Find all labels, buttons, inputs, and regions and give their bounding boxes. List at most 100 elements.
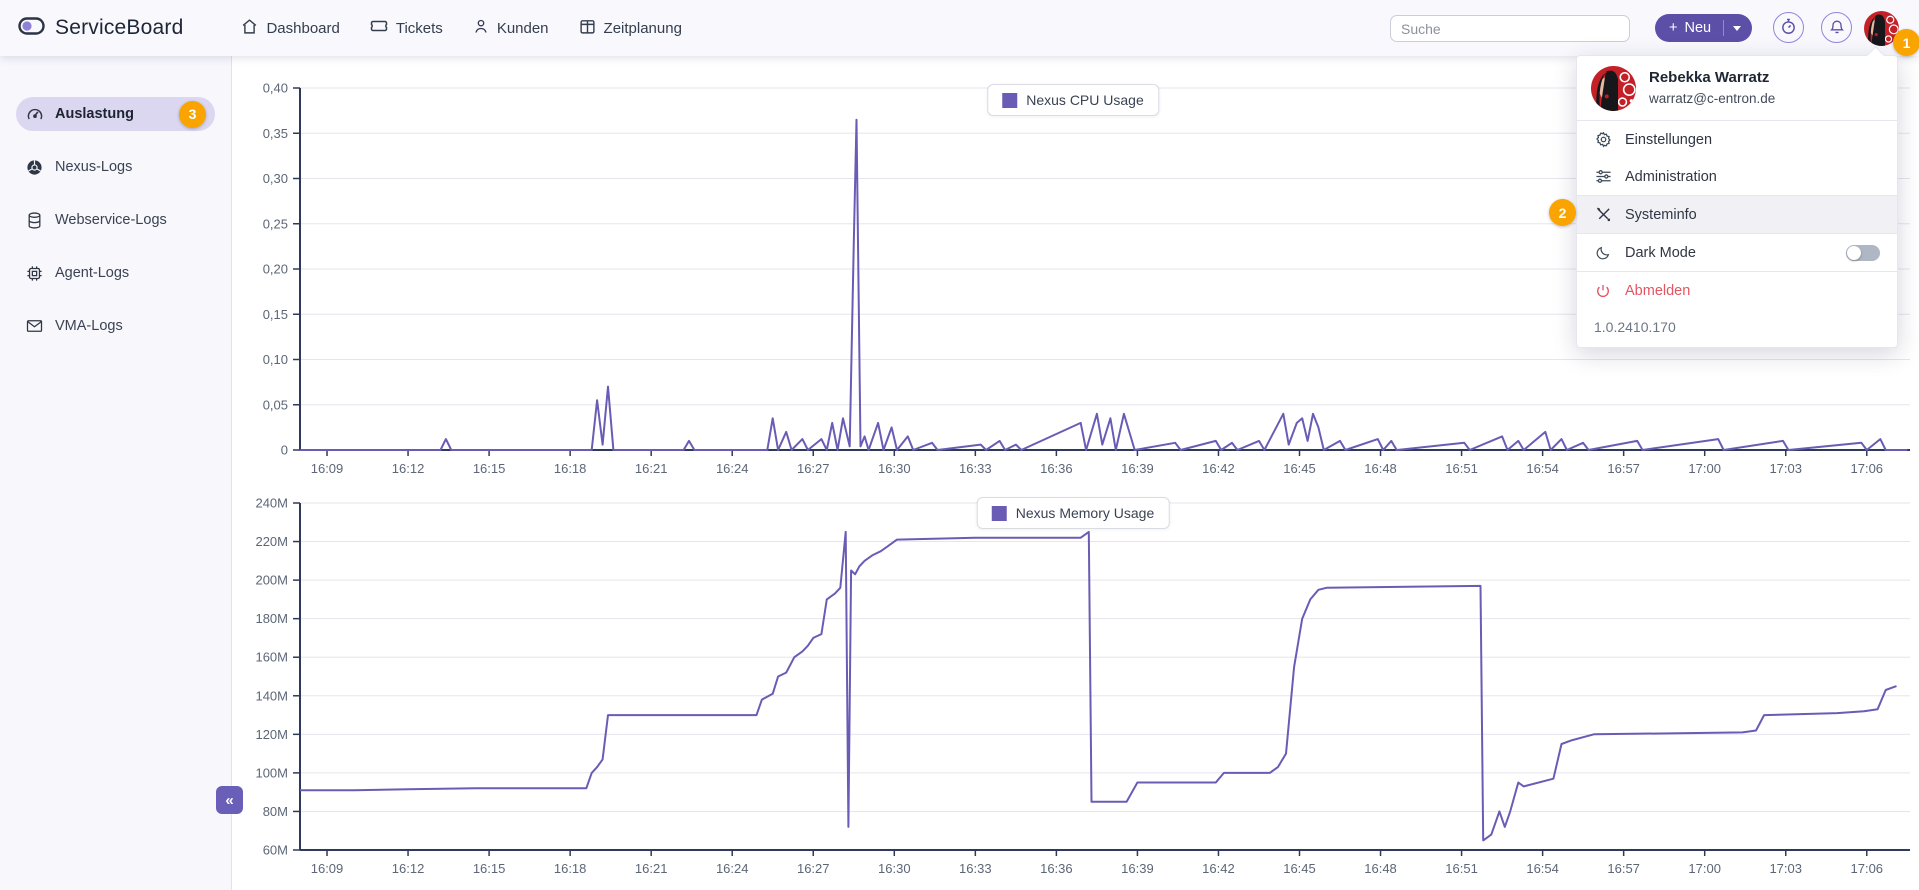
legend-swatch: [1002, 92, 1018, 108]
divider: [1577, 120, 1897, 121]
sidebar-item-auslastung[interactable]: Auslastung 3: [16, 97, 215, 131]
svg-text:17:06: 17:06: [1851, 461, 1884, 476]
svg-text:16:09: 16:09: [311, 861, 344, 876]
menu-item-label: Abmelden: [1625, 282, 1691, 299]
nav-zeitplanung[interactable]: Zeitplanung: [579, 18, 682, 39]
new-button-dropdown[interactable]: [1724, 14, 1752, 42]
sidebar-collapse-button[interactable]: «: [216, 786, 243, 814]
cpu-chart-legend[interactable]: Nexus CPU Usage: [987, 84, 1159, 116]
svg-text:16:21: 16:21: [635, 461, 668, 476]
svg-text:120M: 120M: [255, 727, 288, 742]
sidebar-item-label: VMA-Logs: [55, 318, 123, 334]
menu-item-label: Administration: [1625, 168, 1717, 185]
home-icon: [241, 18, 258, 39]
user-icon: [473, 18, 489, 39]
legend-label: Nexus Memory Usage: [1015, 505, 1155, 521]
dark-mode-toggle[interactable]: [1846, 244, 1880, 261]
menu-item-systeminfo[interactable]: Systeminfo: [1577, 196, 1897, 233]
svg-text:16:18: 16:18: [554, 861, 587, 876]
legend-swatch: [991, 505, 1007, 521]
user-email: warratz@c-entron.de: [1649, 91, 1776, 107]
nav-dashboard[interactable]: Dashboard: [241, 18, 340, 39]
memory-usage-chart[interactable]: 60M 80M 100M 120M 140M 160M 180M 200M 220M 240M 16…: [232, 480, 1919, 890]
svg-text:16:15: 16:15: [473, 461, 506, 476]
brand[interactable]: ServiceBoard: [18, 16, 183, 40]
divider: [1577, 271, 1897, 272]
sidebar-item-nexus-logs[interactable]: Nexus-Logs: [16, 150, 215, 184]
svg-text:16:57: 16:57: [1607, 861, 1640, 876]
gauge-icon: [25, 106, 44, 122]
svg-text:16:12: 16:12: [392, 861, 425, 876]
nav-kunden[interactable]: Kunden: [473, 18, 549, 39]
nav-label: Tickets: [395, 19, 443, 37]
svg-text:60M: 60M: [263, 843, 288, 858]
sidebar-item-vma-logs[interactable]: VMA-Logs: [16, 309, 215, 343]
svg-text:0,10: 0,10: [263, 352, 288, 367]
svg-text:17:06: 17:06: [1851, 861, 1884, 876]
sliders-icon: [1594, 169, 1612, 184]
svg-text:16:30: 16:30: [878, 861, 911, 876]
user-menu-header: Rebekka Warratz warratz@c-entron.de: [1577, 56, 1897, 120]
svg-text:16:21: 16:21: [635, 861, 668, 876]
user-avatar-large: [1591, 65, 1636, 111]
svg-text:16:54: 16:54: [1526, 861, 1559, 876]
svg-text:17:03: 17:03: [1769, 861, 1802, 876]
svg-text:16:42: 16:42: [1202, 861, 1235, 876]
svg-text:16:15: 16:15: [473, 861, 506, 876]
nav-tickets[interactable]: Tickets: [370, 18, 443, 38]
svg-text:16:12: 16:12: [392, 461, 425, 476]
menu-item-label: Einstellungen: [1625, 131, 1713, 148]
svg-text:220M: 220M: [255, 534, 288, 549]
svg-text:16:24: 16:24: [716, 861, 749, 876]
main-nav: Dashboard Tickets Kunden Zeitplanung: [241, 18, 682, 39]
top-bar: ServiceBoard Dashboard Tickets Kunden Ze…: [0, 0, 1919, 56]
sidebar-item-webservice-logs[interactable]: Webservice-Logs: [16, 203, 215, 237]
svg-text:16:33: 16:33: [959, 861, 992, 876]
svg-text:16:51: 16:51: [1445, 461, 1478, 476]
svg-text:17:03: 17:03: [1769, 461, 1802, 476]
bell-icon: [1829, 18, 1845, 38]
svg-text:0,20: 0,20: [263, 262, 288, 277]
menu-item-label: Dark Mode: [1625, 244, 1696, 261]
nexus-icon: [25, 159, 44, 176]
moon-icon: [1594, 245, 1612, 261]
new-button-label: Neu: [1684, 20, 1712, 36]
mail-icon: [25, 319, 44, 333]
menu-item-label: Systeminfo: [1625, 206, 1697, 223]
sidebar-item-agent-logs[interactable]: Agent-Logs: [16, 256, 215, 290]
svg-text:200M: 200M: [255, 573, 288, 588]
divider: [1577, 195, 1897, 196]
sidebar-item-label: Agent-Logs: [55, 265, 130, 281]
menu-item-administration[interactable]: Administration: [1577, 158, 1897, 195]
svg-text:16:42: 16:42: [1202, 461, 1235, 476]
svg-text:0,05: 0,05: [263, 397, 288, 412]
nav-label: Zeitplanung: [603, 19, 682, 37]
legend-label: Nexus CPU Usage: [1026, 92, 1144, 108]
avatar-count-badge: 1: [1893, 29, 1919, 56]
database-icon: [25, 211, 44, 229]
svg-text:16:51: 16:51: [1445, 861, 1478, 876]
memory-chart-legend[interactable]: Nexus Memory Usage: [976, 497, 1170, 529]
menu-item-dark-mode[interactable]: Dark Mode: [1577, 234, 1897, 271]
power-icon: [1594, 283, 1612, 299]
svg-text:16:48: 16:48: [1364, 461, 1397, 476]
menu-item-abmelden[interactable]: Abmelden: [1577, 272, 1897, 309]
menu-item-einstellungen[interactable]: Einstellungen: [1577, 121, 1897, 158]
notifications-button[interactable]: [1821, 12, 1852, 43]
svg-text:80M: 80M: [263, 804, 288, 819]
timer-button[interactable]: [1773, 12, 1804, 43]
chevron-down-icon: [1733, 25, 1742, 31]
new-button[interactable]: + Neu: [1655, 14, 1753, 42]
svg-text:0,40: 0,40: [263, 81, 288, 96]
stopwatch-icon: [1780, 18, 1797, 38]
svg-text:0,35: 0,35: [263, 126, 288, 141]
sidebar-item-label: Auslastung: [55, 106, 134, 122]
svg-text:180M: 180M: [255, 611, 288, 626]
search-input[interactable]: [1390, 15, 1630, 42]
auslastung-count-badge: 3: [179, 100, 206, 128]
tools-icon: [1594, 206, 1612, 223]
svg-text:16:24: 16:24: [716, 461, 749, 476]
ticket-icon: [370, 18, 388, 38]
user-menu: Rebekka Warratz warratz@c-entron.de Eins…: [1576, 46, 1898, 348]
